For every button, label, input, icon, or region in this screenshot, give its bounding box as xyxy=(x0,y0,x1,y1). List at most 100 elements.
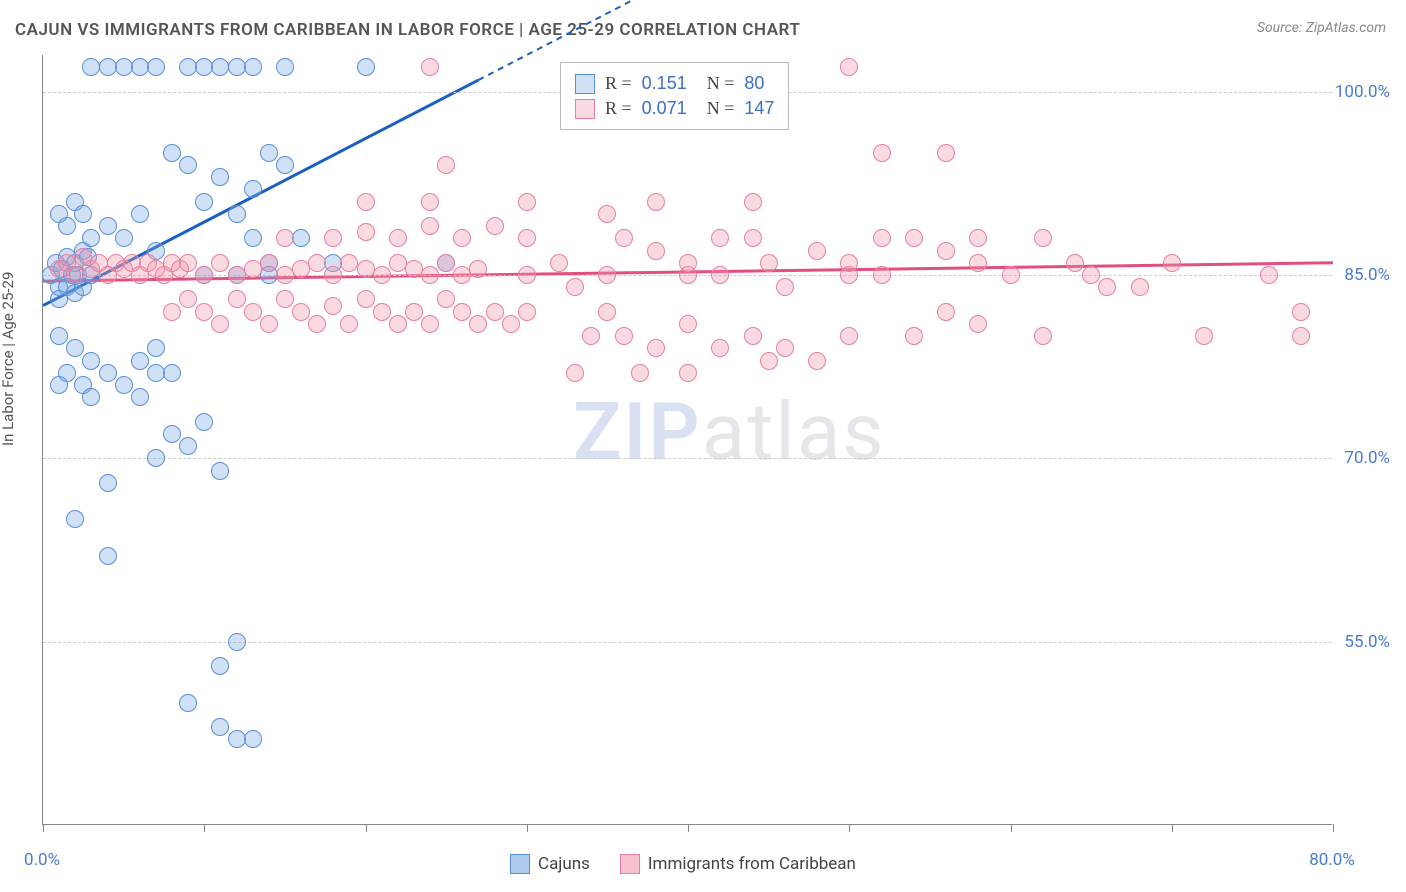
data-point xyxy=(228,730,246,748)
data-point xyxy=(389,229,407,247)
data-point xyxy=(486,303,504,321)
data-point xyxy=(760,352,778,370)
data-point xyxy=(292,229,310,247)
data-point xyxy=(179,694,197,712)
data-point xyxy=(873,144,891,162)
data-point xyxy=(631,364,649,382)
data-point xyxy=(66,510,84,528)
data-point xyxy=(147,339,165,357)
data-point xyxy=(324,297,342,315)
data-point xyxy=(905,229,923,247)
data-point xyxy=(211,254,229,272)
data-point xyxy=(760,254,778,272)
data-point xyxy=(211,168,229,186)
data-point xyxy=(615,229,633,247)
data-point xyxy=(437,290,455,308)
data-point xyxy=(115,376,133,394)
data-point xyxy=(82,229,100,247)
x-tick xyxy=(1333,824,1334,832)
stats-swatch xyxy=(575,74,595,94)
x-tick-label: 0.0% xyxy=(24,850,60,870)
data-point xyxy=(598,266,616,284)
data-point xyxy=(776,339,794,357)
data-point xyxy=(131,388,149,406)
stats-r-value: 0.071 xyxy=(642,98,687,119)
data-point xyxy=(711,266,729,284)
data-point xyxy=(486,217,504,235)
data-point xyxy=(373,266,391,284)
data-point xyxy=(1292,303,1310,321)
stats-r-label: R = xyxy=(605,73,632,94)
data-point xyxy=(873,229,891,247)
data-point xyxy=(550,254,568,272)
data-point xyxy=(179,437,197,455)
data-point xyxy=(808,242,826,260)
data-point xyxy=(1034,229,1052,247)
data-point xyxy=(518,229,536,247)
data-point xyxy=(82,352,100,370)
data-point xyxy=(405,303,423,321)
chart-legend: CajunsImmigrants from Caribbean xyxy=(510,854,856,874)
data-point xyxy=(1098,278,1116,296)
data-point xyxy=(437,156,455,174)
legend-item: Immigrants from Caribbean xyxy=(620,854,856,874)
data-point xyxy=(308,254,326,272)
data-point xyxy=(308,315,326,333)
data-point xyxy=(276,290,294,308)
data-point xyxy=(195,413,213,431)
data-point xyxy=(647,193,665,211)
data-point xyxy=(163,425,181,443)
data-point xyxy=(518,303,536,321)
data-point xyxy=(1002,266,1020,284)
data-point xyxy=(58,217,76,235)
x-tick xyxy=(1011,824,1012,832)
data-point xyxy=(518,266,536,284)
data-point xyxy=(421,193,439,211)
data-point xyxy=(82,58,100,76)
data-point xyxy=(99,217,117,235)
stats-row: R =0.151N =80 xyxy=(575,73,774,94)
x-tick xyxy=(366,824,367,832)
data-point xyxy=(873,266,891,284)
data-point xyxy=(244,58,262,76)
stats-n-value: 147 xyxy=(744,98,774,119)
legend-swatch xyxy=(620,854,640,874)
data-point xyxy=(147,449,165,467)
data-point xyxy=(615,327,633,345)
data-point xyxy=(598,205,616,223)
data-point xyxy=(324,229,342,247)
data-point xyxy=(1131,278,1149,296)
data-point xyxy=(744,229,762,247)
stats-r-label: R = xyxy=(605,98,632,119)
data-point xyxy=(1195,327,1213,345)
data-point xyxy=(195,303,213,321)
data-point xyxy=(905,327,923,345)
y-tick-label: 100.0% xyxy=(1335,82,1390,102)
data-point xyxy=(276,156,294,174)
plot-area: ZIPatlas xyxy=(42,55,1332,825)
data-point xyxy=(1163,254,1181,272)
data-point xyxy=(421,217,439,235)
data-point xyxy=(244,303,262,321)
data-point xyxy=(647,339,665,357)
data-point xyxy=(840,327,858,345)
x-tick xyxy=(849,824,850,832)
data-point xyxy=(937,242,955,260)
data-point xyxy=(840,254,858,272)
data-point xyxy=(357,58,375,76)
data-point xyxy=(357,223,375,241)
data-point xyxy=(389,315,407,333)
data-point xyxy=(340,315,358,333)
data-point xyxy=(421,266,439,284)
data-point xyxy=(163,364,181,382)
data-point xyxy=(244,229,262,247)
stats-n-label: N = xyxy=(707,73,735,94)
data-point xyxy=(469,260,487,278)
data-point xyxy=(211,462,229,480)
legend-swatch xyxy=(510,854,530,874)
stats-swatch xyxy=(575,99,595,119)
data-point xyxy=(276,58,294,76)
correlation-chart: CAJUN VS IMMIGRANTS FROM CARIBBEAN IN LA… xyxy=(0,0,1406,892)
data-point xyxy=(228,633,246,651)
data-point xyxy=(679,315,697,333)
